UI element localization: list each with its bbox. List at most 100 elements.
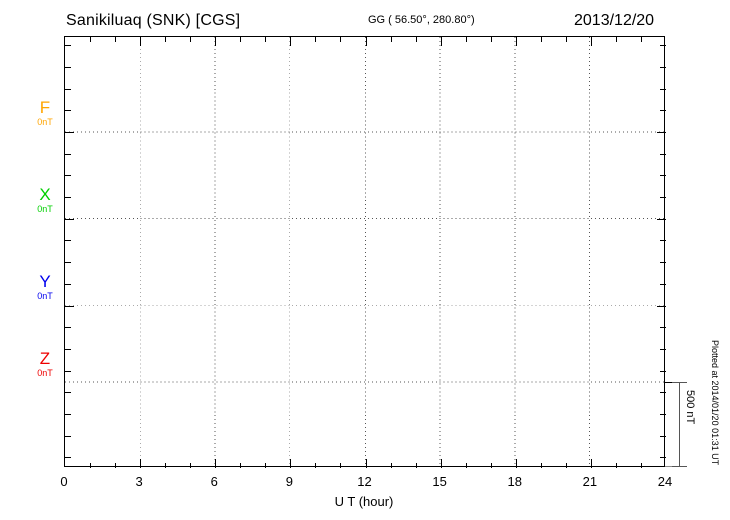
x-tick-minor-bottom (641, 463, 642, 468)
plot-frame (64, 36, 666, 468)
y-tick-minor-left (65, 89, 71, 90)
x-tick-major-bottom (366, 459, 367, 468)
x-tick-minor-bottom (165, 463, 166, 468)
component-label-x: X 0nT (28, 186, 62, 215)
x-tick-minor-top (491, 37, 492, 42)
x-tick-major-top (591, 37, 592, 46)
y-tick-minor-left (65, 392, 71, 393)
component-symbol: Y (39, 272, 51, 291)
y-tick-minor-right (660, 110, 666, 111)
y-tick-major-left (65, 132, 74, 133)
x-tick-minor-top (566, 37, 567, 42)
y-tick-minor-left (65, 67, 71, 68)
observation-date: 2013/12/20 (574, 12, 655, 29)
scale-bar-top-lead (665, 382, 673, 383)
y-tick-minor-right (660, 392, 666, 393)
x-tick-label: 21 (582, 474, 598, 489)
y-tick-minor-right (660, 240, 666, 241)
x-tick-label: 6 (210, 474, 218, 489)
y-tick-minor-right (660, 414, 666, 415)
x-tick-minor-bottom (240, 463, 241, 468)
y-tick-minor-right (660, 197, 666, 198)
y-tick-major-left (65, 219, 74, 220)
y-tick-major-right (657, 306, 666, 307)
x-tick-minor-top (616, 37, 617, 42)
x-tick-major-bottom (290, 459, 291, 468)
y-tick-minor-right (660, 175, 666, 176)
x-tick-major-top (516, 37, 517, 46)
x-tick-major-top (366, 37, 367, 46)
component-baseline-value: 0nT (37, 117, 53, 127)
y-tick-minor-left (65, 457, 71, 458)
component-baseline-value: 0nT (37, 291, 53, 301)
x-tick-minor-top (315, 37, 316, 42)
x-tick-minor-bottom (190, 463, 191, 468)
x-tick-minor-bottom (466, 463, 467, 468)
component-symbol: Z (39, 349, 51, 368)
geographic-coordinates: GG ( 56.50°, 280.80°) (368, 14, 475, 26)
x-tick-minor-top (190, 37, 191, 42)
component-label-f: F 0nT (28, 99, 62, 128)
x-tick-major-bottom (441, 459, 442, 468)
x-tick-minor-top (265, 37, 266, 42)
x-tick-minor-bottom (541, 463, 542, 468)
x-tick-minor-top (466, 37, 467, 42)
y-tick-major-left (65, 306, 74, 307)
x-tick-minor-bottom (265, 463, 266, 468)
plotted-at-caption: Plotted at 2014/01/20 01:31 UT (710, 340, 720, 466)
x-tick-minor-top (641, 37, 642, 42)
x-tick-minor-bottom (315, 463, 316, 468)
x-tick-label: 15 (432, 474, 447, 489)
x-tick-label: 12 (357, 474, 372, 489)
x-tick-major-top (290, 37, 291, 46)
y-tick-minor-right (660, 45, 666, 46)
x-tick-minor-bottom (566, 463, 567, 468)
y-tick-minor-left (65, 197, 71, 198)
x-tick-major-bottom (516, 459, 517, 468)
y-tick-minor-left (65, 175, 71, 176)
x-tick-minor-top (541, 37, 542, 42)
y-tick-minor-left (65, 436, 71, 437)
component-symbol: F (39, 98, 51, 117)
y-tick-minor-left (65, 262, 71, 263)
x-tick-minor-top (115, 37, 116, 42)
x-tick-major-top (140, 37, 141, 46)
x-tick-minor-top (416, 37, 417, 42)
y-tick-minor-left (65, 414, 71, 415)
y-tick-major-right (657, 219, 666, 220)
y-tick-minor-left (65, 110, 71, 111)
x-tick-minor-top (391, 37, 392, 42)
y-tick-minor-left (65, 284, 71, 285)
x-tick-minor-bottom (391, 463, 392, 468)
scale-bar-stem (679, 382, 680, 467)
x-tick-minor-bottom (340, 463, 341, 468)
y-tick-minor-left (65, 240, 71, 241)
y-tick-minor-right (660, 371, 666, 372)
x-tick-major-top (441, 37, 442, 46)
x-tick-minor-top (90, 37, 91, 42)
data-traces-layer (65, 37, 664, 466)
x-tick-label: 0 (60, 474, 68, 489)
component-symbol: X (39, 185, 51, 204)
x-tick-major-bottom (140, 459, 141, 468)
component-baseline-value: 0nT (37, 368, 53, 378)
page-title: Sanikiluaq (SNK) [CGS] (66, 12, 241, 29)
scale-bar-label: 500 nT (684, 390, 696, 425)
y-tick-minor-right (660, 154, 666, 155)
y-tick-minor-left (65, 45, 71, 46)
x-tick-minor-top (240, 37, 241, 42)
x-tick-minor-top (165, 37, 166, 42)
x-tick-label: 18 (507, 474, 522, 489)
component-label-z: Z 0nT (28, 350, 62, 379)
y-tick-minor-left (65, 327, 71, 328)
x-axis-title: U T (hour) (334, 494, 394, 509)
x-tick-label: 3 (135, 474, 143, 489)
x-tick-minor-bottom (416, 463, 417, 468)
x-tick-minor-bottom (616, 463, 617, 468)
grid-layer (65, 37, 664, 466)
x-tick-major-bottom (215, 459, 216, 468)
y-tick-minor-left (65, 371, 71, 372)
y-tick-minor-right (660, 89, 666, 90)
x-tick-major-top (215, 37, 216, 46)
